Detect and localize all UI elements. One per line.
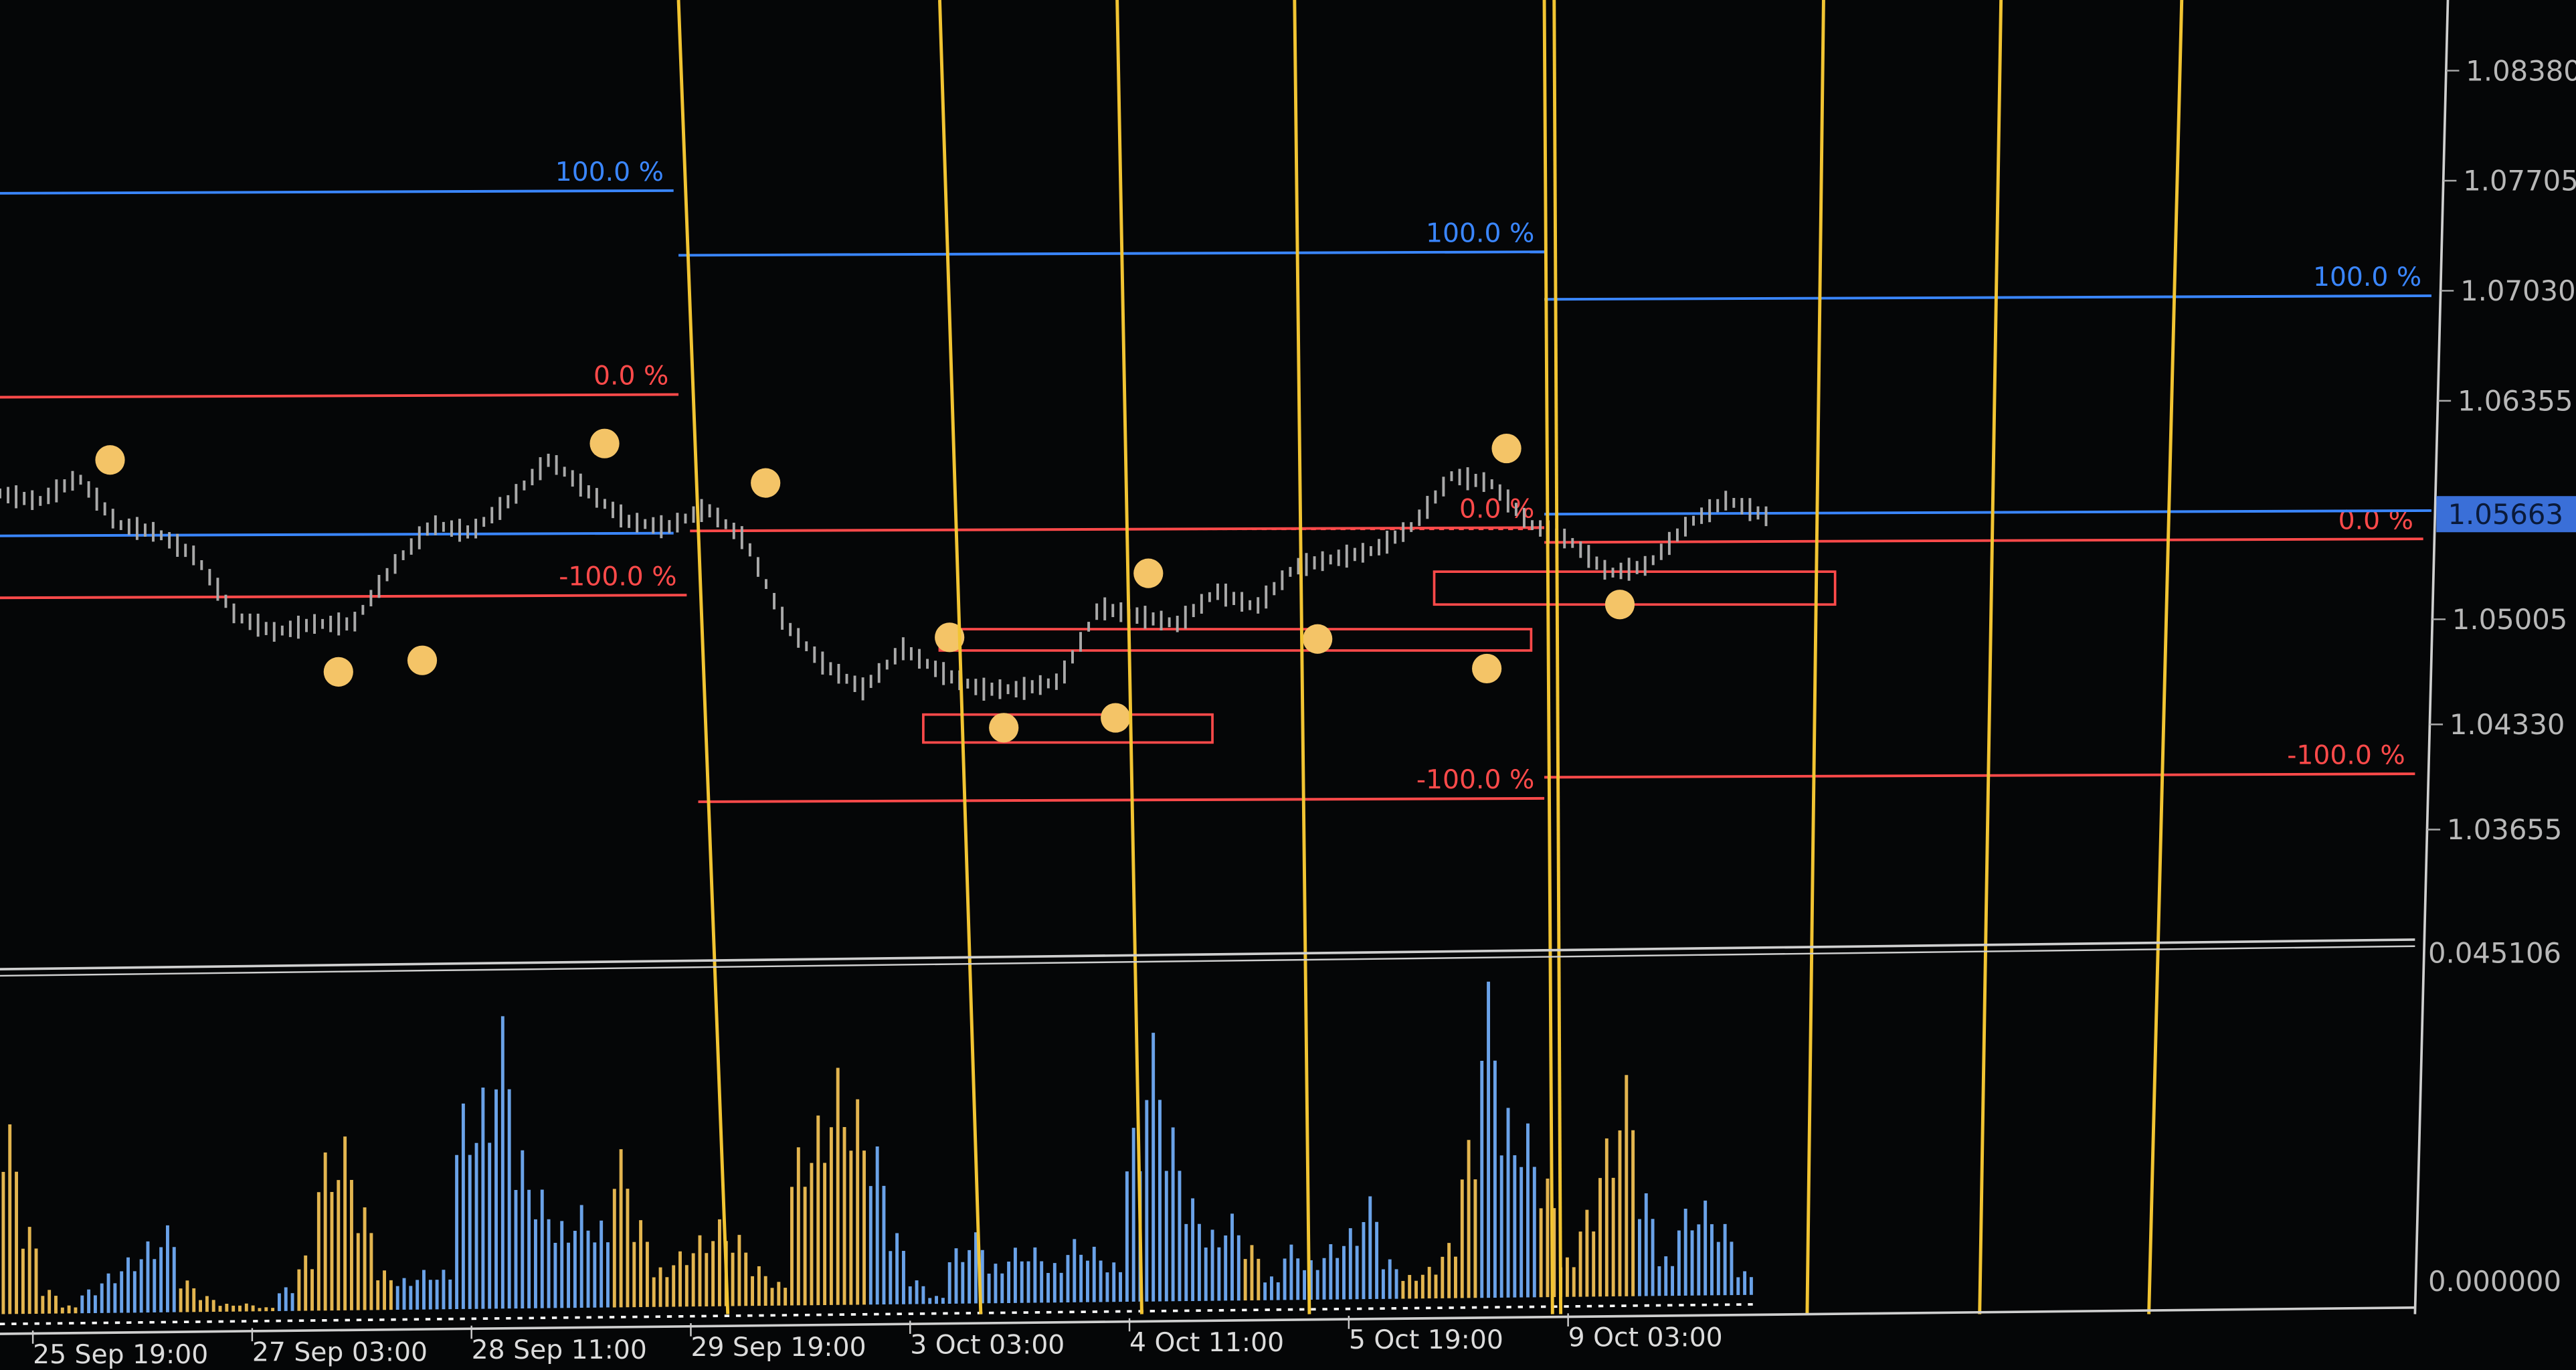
swing-point[interactable] <box>1604 590 1635 620</box>
swing-point[interactable] <box>95 445 125 475</box>
volume-average-line <box>0 1302 1758 1326</box>
vertical-time-line[interactable] <box>1293 0 1311 1314</box>
price-tick-label: 1.06355 <box>2458 385 2573 418</box>
price-bars <box>0 453 1768 701</box>
time-axis-border <box>0 1306 2415 1335</box>
swing-points <box>95 428 1635 743</box>
time-tick-label: 29 Sep 19:00 <box>691 1333 866 1363</box>
current-price-label: 1.05663 <box>2448 498 2563 531</box>
time-tick-label: 25 Sep 19:00 <box>33 1340 208 1370</box>
swing-point[interactable] <box>1491 433 1522 464</box>
vertical-time-line[interactable] <box>1542 0 1554 1314</box>
volume-histogram <box>0 981 1758 1326</box>
price-axis[interactable]: 1.08380 1.07705 1.07030 1.06355 1.05005 1.043… <box>2427 54 2576 1298</box>
vertical-time-line[interactable] <box>2147 0 2184 1314</box>
level-line[interactable] <box>678 250 1545 257</box>
swing-point[interactable] <box>323 657 353 687</box>
time-tick-label: 4 Oct 11:00 <box>1129 1328 1284 1358</box>
level-label: -100.0 % <box>559 562 676 592</box>
time-tick-label: 9 Oct 03:00 <box>1568 1322 1723 1353</box>
level-line[interactable] <box>0 393 679 399</box>
price-tick-label: 1.05005 <box>2452 603 2568 636</box>
price-axis-border <box>2413 0 2450 1314</box>
pane-separator-inner <box>0 945 2415 977</box>
time-tick-label: 27 Sep 03:00 <box>252 1338 428 1368</box>
level-label: 0.0 % <box>593 361 668 392</box>
volume-tick-label: 0.045106 <box>2428 936 2561 969</box>
vertical-time-line[interactable] <box>938 0 983 1314</box>
swing-point[interactable] <box>989 713 1019 743</box>
level-label: -100.0 % <box>2287 740 2405 770</box>
price-tick-label: 1.03655 <box>2447 813 2563 846</box>
level-line[interactable] <box>1544 537 2423 544</box>
price-tick-label: 1.08380 <box>2466 54 2576 87</box>
vertical-time-line[interactable] <box>1552 0 1563 1314</box>
price-tick-label: 1.07030 <box>2460 274 2576 307</box>
level-label: -100.0 % <box>1416 765 1534 795</box>
level-line[interactable] <box>1544 294 2431 301</box>
level-line[interactable] <box>0 594 687 600</box>
time-tick-label: 3 Oct 03:00 <box>910 1330 1065 1360</box>
level-line[interactable] <box>1544 772 2415 779</box>
current-price-badge <box>2436 496 2576 533</box>
level-label: 100.0 % <box>2313 262 2421 292</box>
level-label: 100.0 % <box>1426 219 1534 249</box>
vertical-time-lines <box>676 0 2184 1314</box>
level-label: 100.0 % <box>555 157 664 187</box>
pane-separator[interactable] <box>0 938 2415 970</box>
vertical-time-line[interactable] <box>1805 0 1825 1314</box>
vertical-time-line[interactable] <box>676 0 730 1314</box>
price-tick-label: 1.07705 <box>2463 165 2576 197</box>
swing-point[interactable] <box>1101 703 1131 733</box>
time-tick-label: 28 Sep 11:00 <box>472 1335 647 1365</box>
level-label: 0.0 % <box>1459 495 1534 525</box>
level-line[interactable] <box>1544 509 2431 516</box>
swing-point[interactable] <box>751 468 781 498</box>
level-line[interactable] <box>698 796 1545 803</box>
swing-point[interactable] <box>1133 558 1164 588</box>
swing-point[interactable] <box>935 622 965 653</box>
swing-point[interactable] <box>1303 624 1333 654</box>
level-line[interactable] <box>0 189 674 195</box>
volume-tick-label: 0.000000 <box>2428 1265 2561 1298</box>
time-axis[interactable]: 25 Sep 19:00 27 Sep 03:00 28 Sep 11:00 29 S… <box>31 1313 1723 1370</box>
swing-point[interactable] <box>1472 653 1502 684</box>
level-line[interactable] <box>0 531 674 537</box>
swing-point[interactable] <box>589 428 620 458</box>
time-tick-label: 5 Oct 19:00 <box>1349 1325 1503 1355</box>
vertical-time-line[interactable] <box>1978 0 2003 1314</box>
price-tick-label: 1.04330 <box>2450 708 2565 741</box>
zone-rectangle[interactable] <box>922 713 1214 744</box>
vertical-time-line[interactable] <box>1115 0 1143 1314</box>
swing-point[interactable] <box>407 645 438 675</box>
fibonacci-levels: 100.0 % 0.0 % -100.0 % 100.0 % 0.0 % -100.0 %… <box>0 157 2431 803</box>
